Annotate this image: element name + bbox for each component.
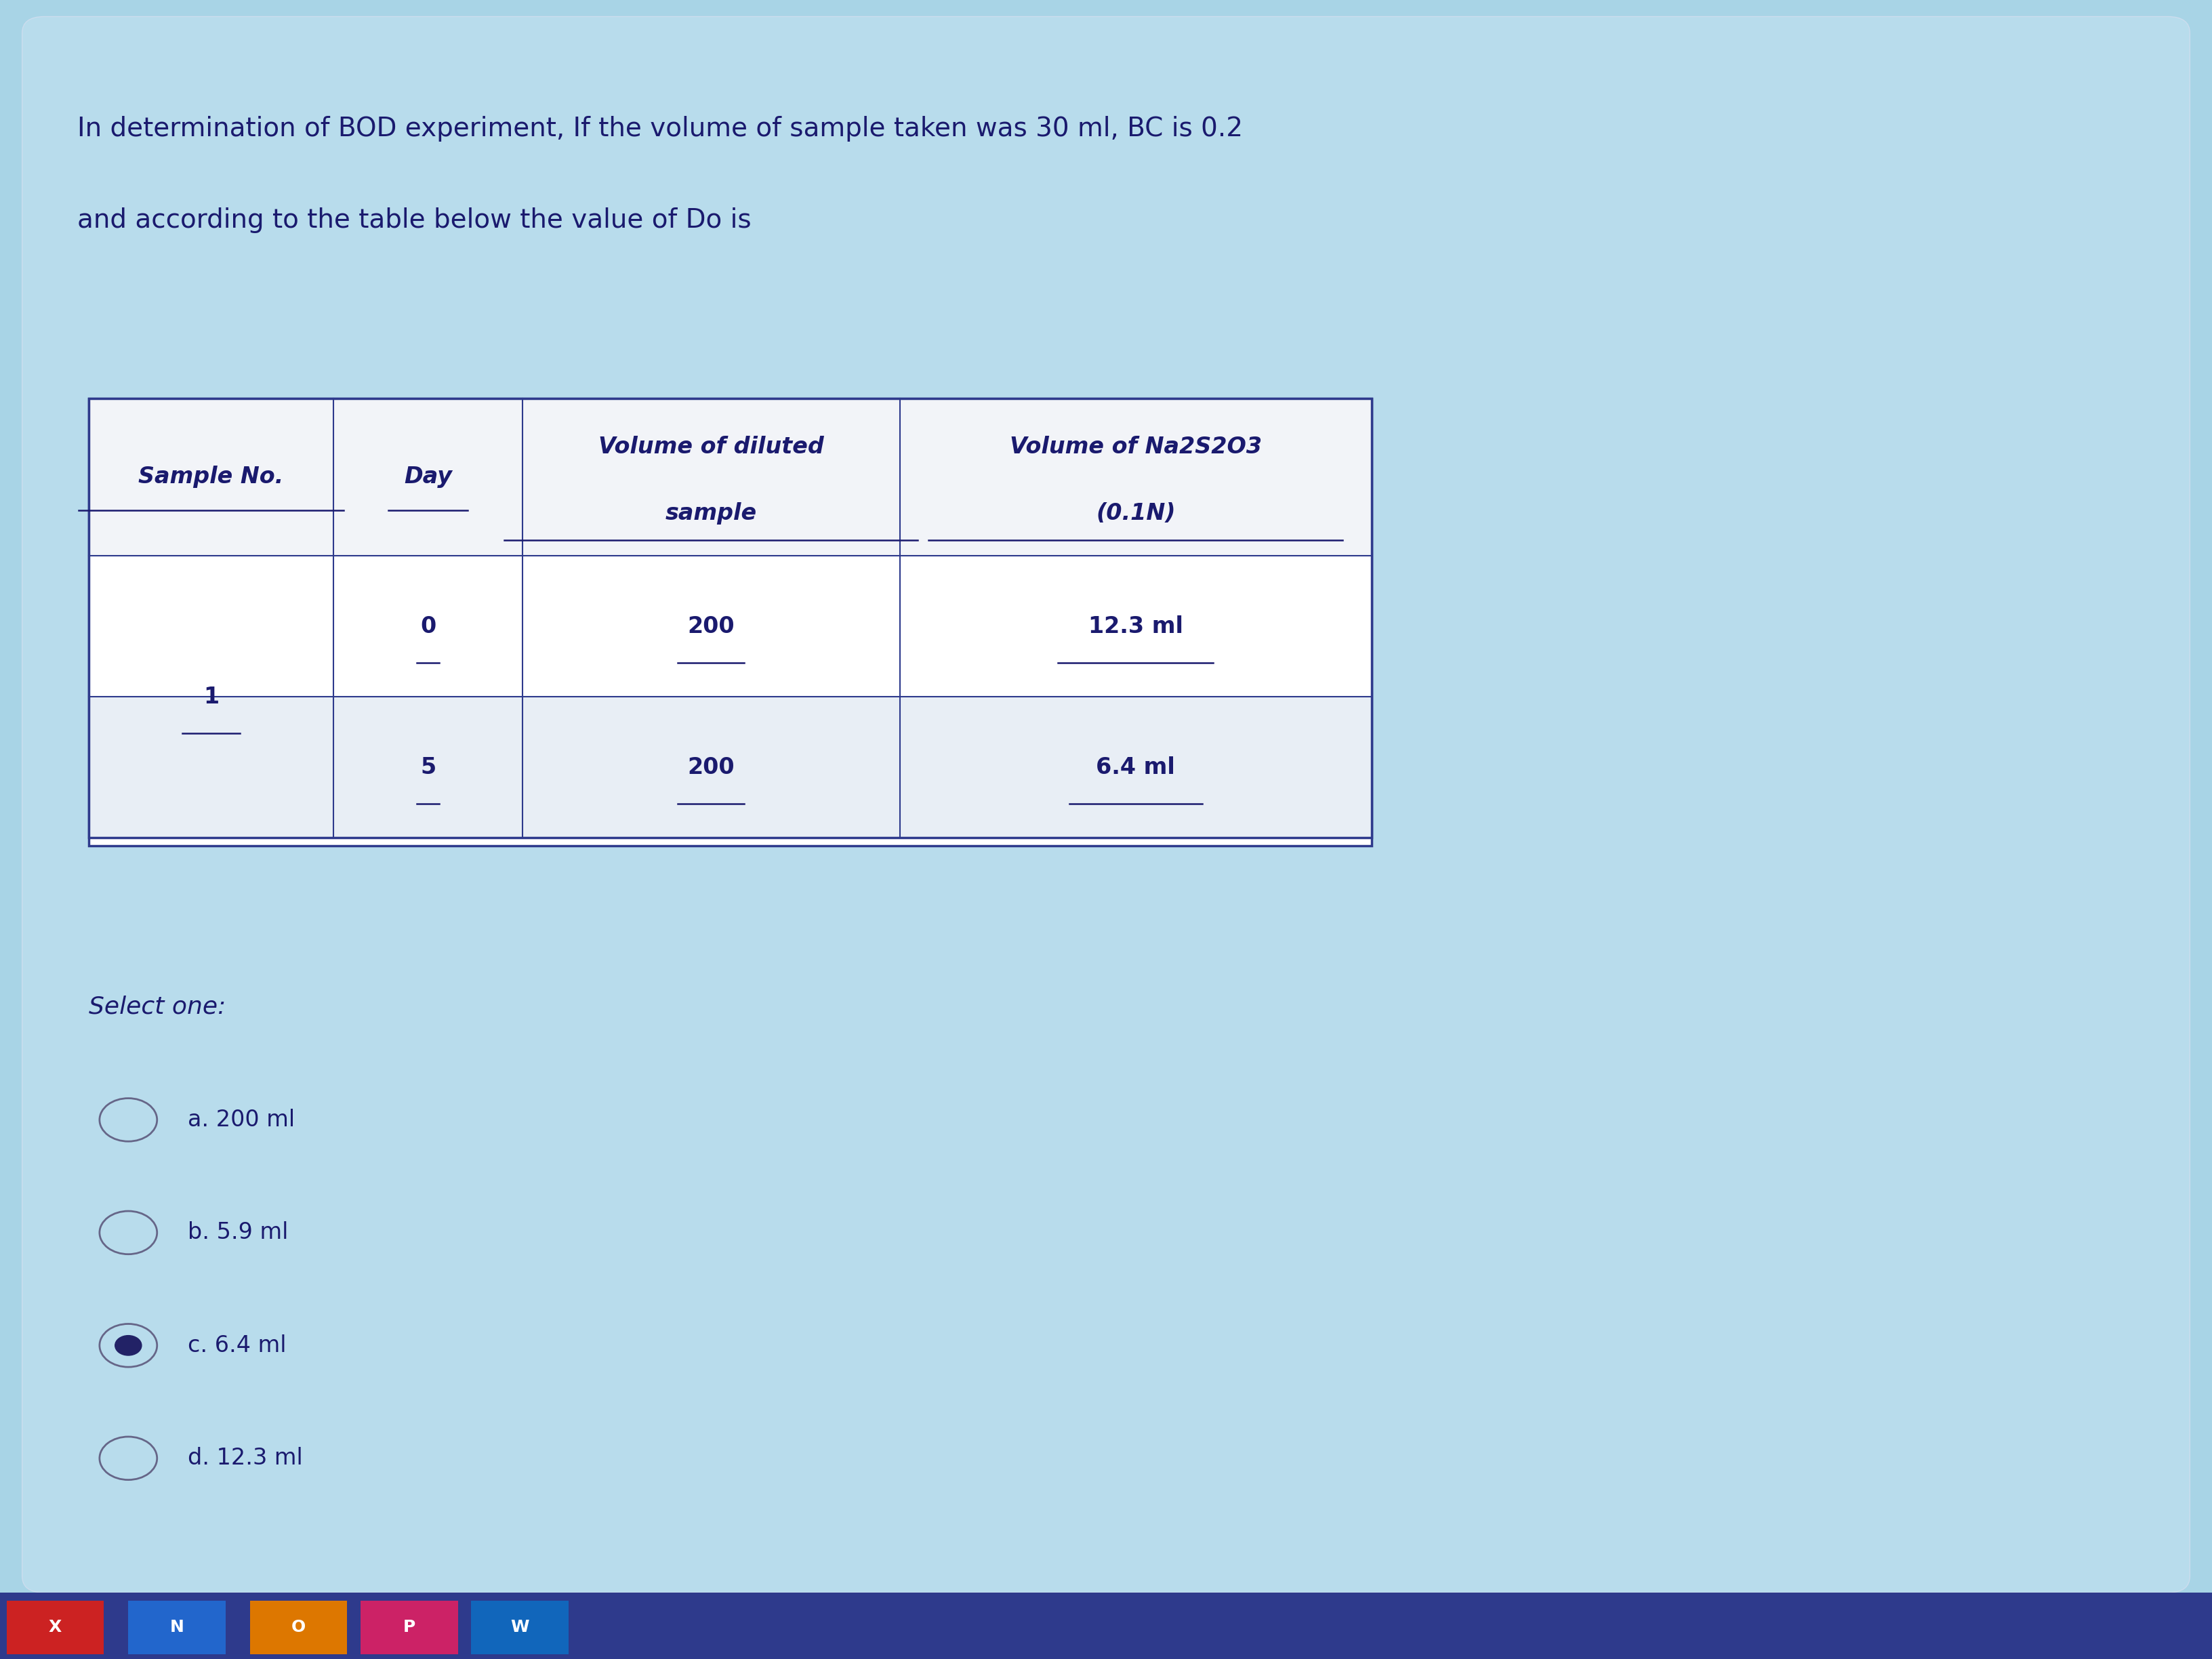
Text: and according to the table below the value of Do is: and according to the table below the val… bbox=[77, 207, 752, 234]
Text: Volume of diluted: Volume of diluted bbox=[597, 436, 823, 458]
Bar bbox=[250, 1601, 347, 1654]
Bar bbox=[88, 398, 1371, 556]
Bar bbox=[471, 1601, 568, 1654]
Text: c. 6.4 ml: c. 6.4 ml bbox=[188, 1334, 288, 1357]
Text: 6.4 ml: 6.4 ml bbox=[1095, 757, 1175, 778]
Text: P: P bbox=[403, 1619, 416, 1636]
Text: W: W bbox=[511, 1619, 529, 1636]
Text: d. 12.3 ml: d. 12.3 ml bbox=[188, 1447, 303, 1470]
FancyBboxPatch shape bbox=[22, 17, 2190, 1593]
Text: In determination of BOD experiment, If the volume of sample taken was 30 ml, BC : In determination of BOD experiment, If t… bbox=[77, 116, 1243, 143]
Bar bbox=[361, 1601, 458, 1654]
Text: 1: 1 bbox=[204, 685, 219, 708]
Bar bbox=[128, 1601, 226, 1654]
Text: a. 200 ml: a. 200 ml bbox=[188, 1108, 294, 1131]
Text: 200: 200 bbox=[688, 615, 734, 637]
Bar bbox=[88, 556, 1371, 697]
Text: 200: 200 bbox=[688, 757, 734, 778]
Text: (0.1N): (0.1N) bbox=[1095, 503, 1175, 524]
Text: Volume of Na2S2O3: Volume of Na2S2O3 bbox=[1009, 436, 1261, 458]
Text: b. 5.9 ml: b. 5.9 ml bbox=[188, 1221, 288, 1244]
Text: Sample No.: Sample No. bbox=[139, 466, 283, 488]
Bar bbox=[88, 398, 1371, 846]
Bar bbox=[7, 1601, 104, 1654]
Bar bbox=[0, 1593, 2212, 1659]
Text: 0: 0 bbox=[420, 615, 436, 637]
Text: O: O bbox=[292, 1619, 305, 1636]
Bar bbox=[88, 398, 1371, 838]
Circle shape bbox=[115, 1335, 142, 1355]
Bar bbox=[88, 697, 1371, 838]
Text: sample: sample bbox=[666, 503, 757, 524]
Text: 5: 5 bbox=[420, 757, 436, 778]
Text: Day: Day bbox=[405, 466, 451, 488]
Text: X: X bbox=[49, 1619, 62, 1636]
Text: 12.3 ml: 12.3 ml bbox=[1088, 615, 1183, 637]
Text: Select one:: Select one: bbox=[88, 995, 226, 1019]
Text: N: N bbox=[170, 1619, 184, 1636]
